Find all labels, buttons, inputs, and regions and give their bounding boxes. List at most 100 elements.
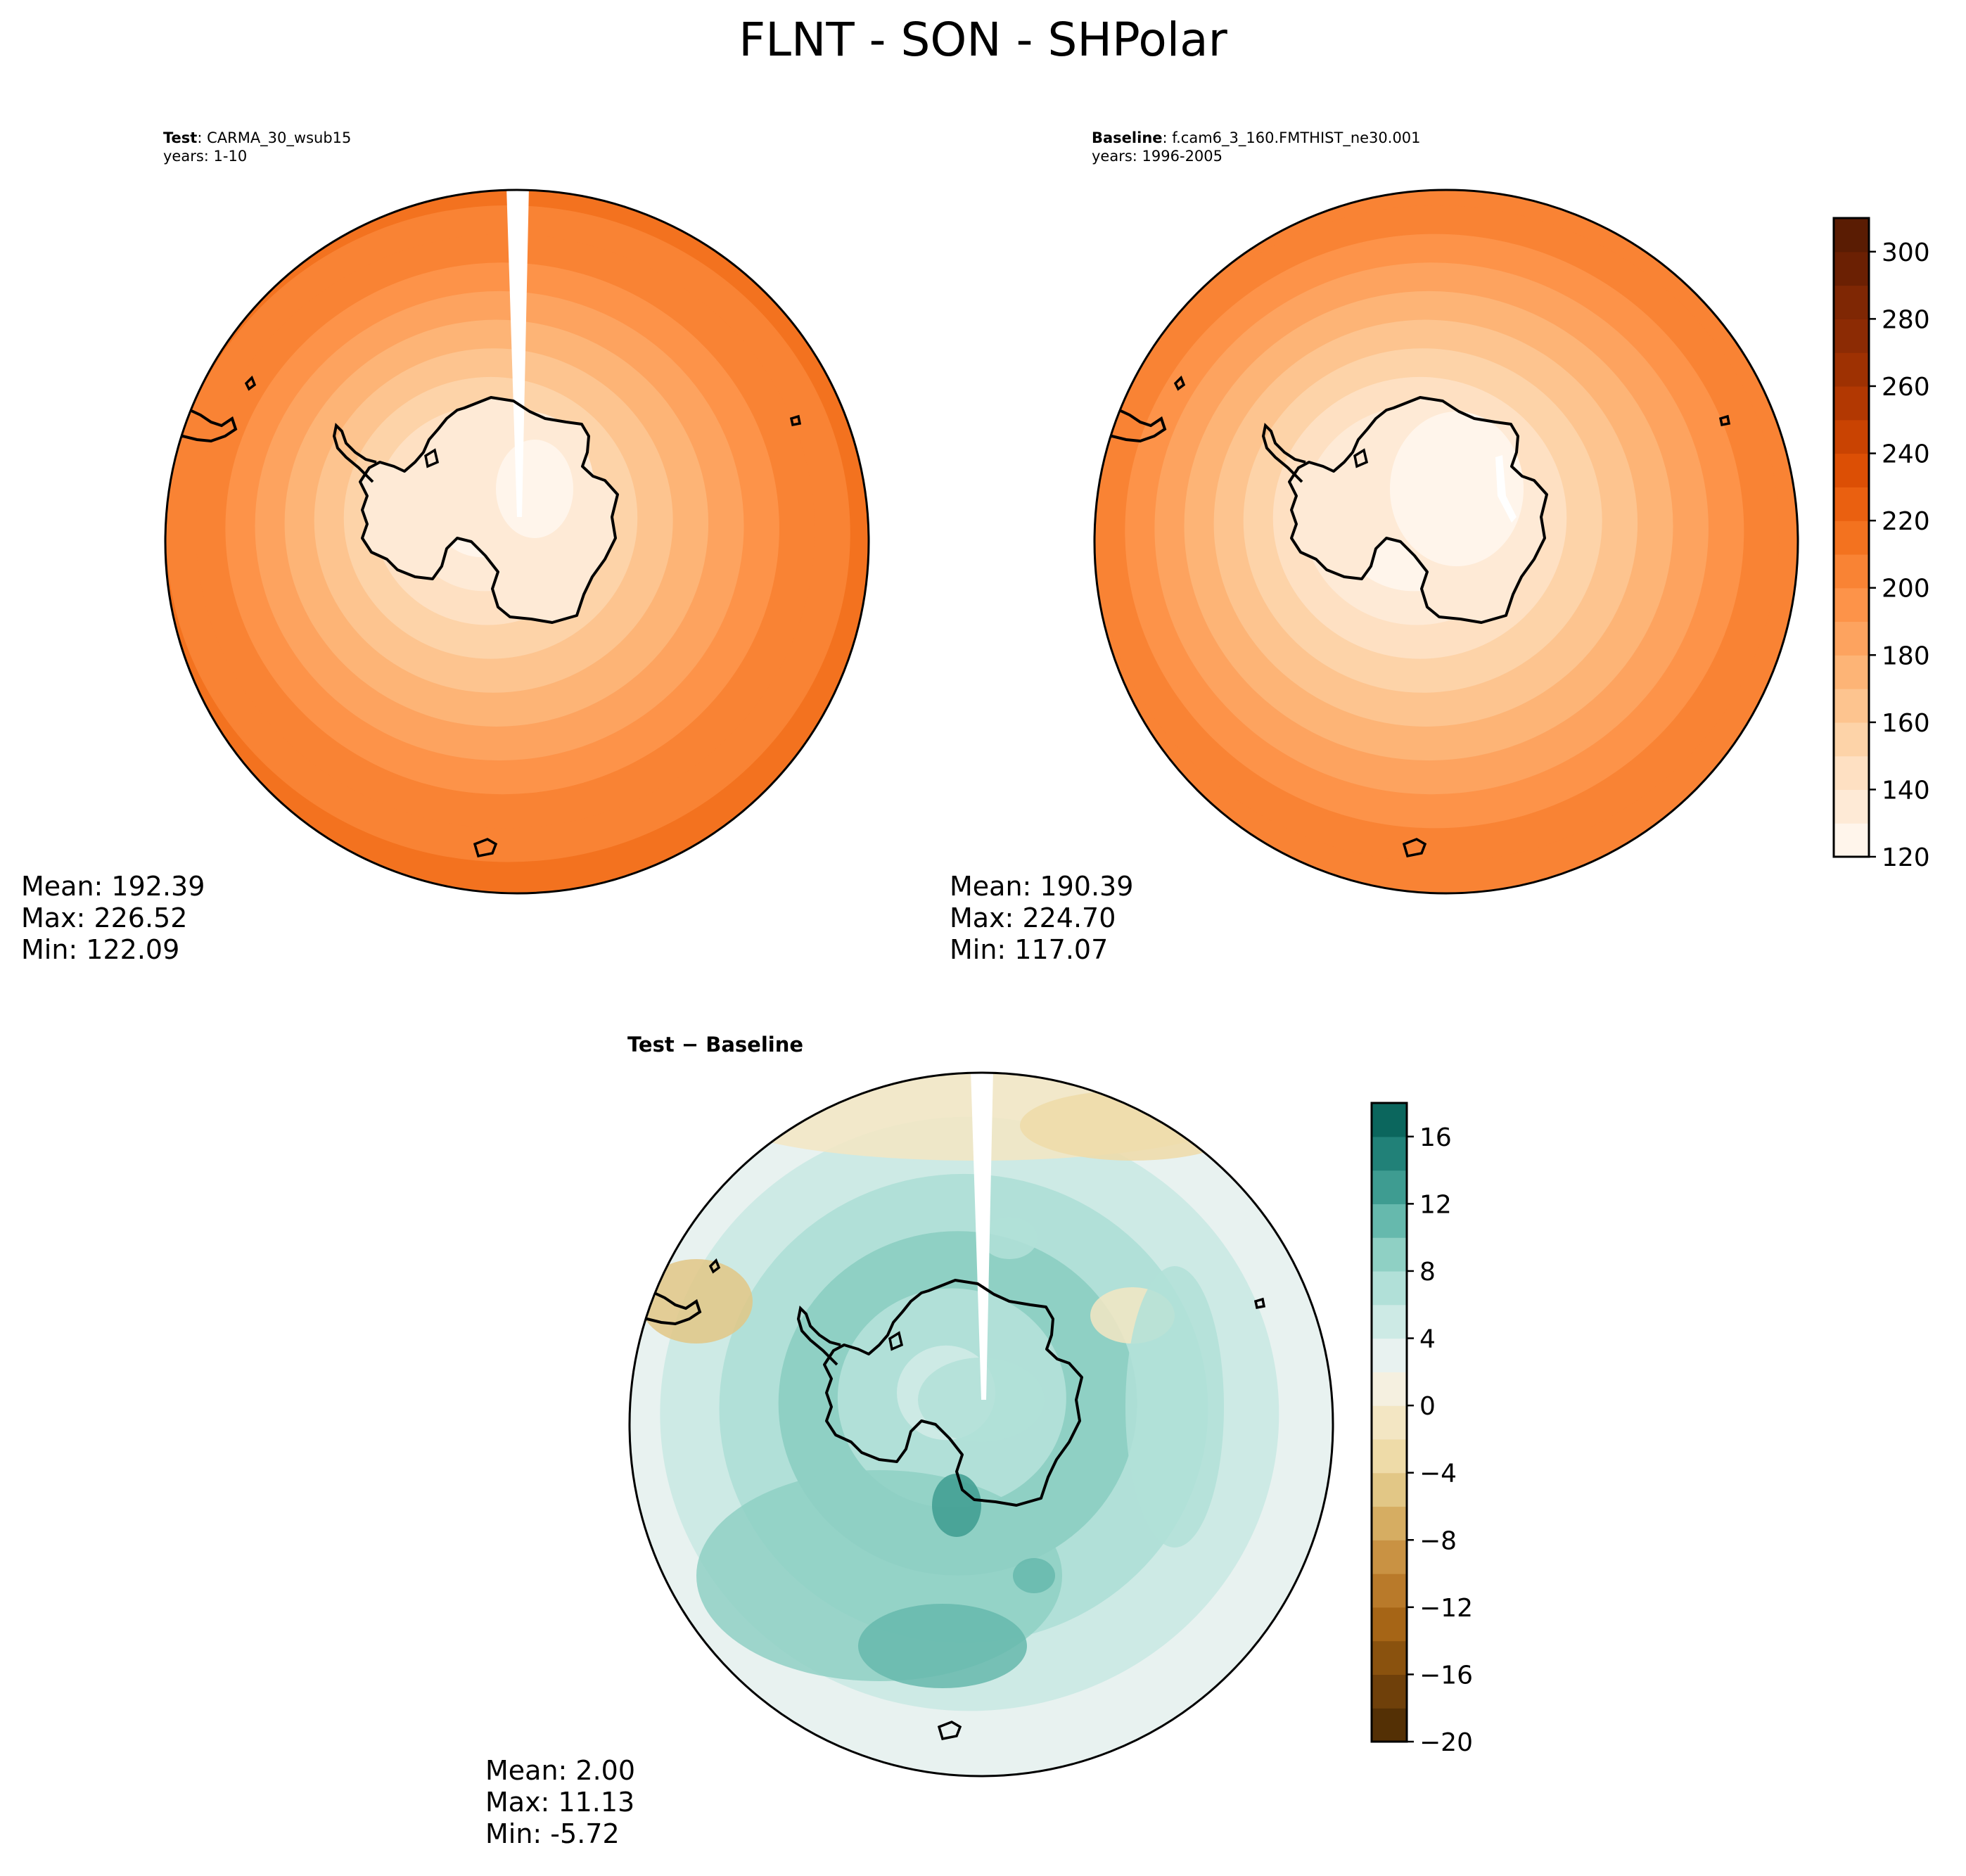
diff-missing-wedge — [971, 1073, 993, 1400]
colorbar-tick-label: 300 — [1882, 238, 1930, 267]
colorbar-bin — [1834, 755, 1869, 791]
colorbar-bin — [1372, 1103, 1407, 1137]
baseline-mean: Mean: 190.39 — [950, 871, 1134, 902]
test-panel-title: Test: CARMA_30_wsub15 years: 1-10 — [163, 129, 351, 165]
colorbar-bin — [1834, 587, 1869, 623]
colorbar-bin — [1372, 1204, 1407, 1238]
colorbar-bin — [1372, 1270, 1407, 1306]
baseline-title-bold: Baseline — [1092, 129, 1163, 146]
baseline-years: years: 1996-2005 — [1092, 148, 1223, 165]
colorbar-tick-label: −4 — [1419, 1460, 1457, 1488]
colorbar-tick-label: 260 — [1882, 373, 1930, 402]
diff-max: Max: 11.13 — [485, 1787, 635, 1818]
baseline-map-boundary — [1093, 189, 1799, 895]
colorbar-bin — [1372, 1674, 1407, 1709]
colorbar-bin — [1372, 1237, 1407, 1272]
test-title-case: : CARMA_30_wsub15 — [197, 129, 352, 146]
colorbar-bin — [1834, 251, 1869, 286]
test-mean: Mean: 192.39 — [21, 871, 205, 902]
colorbar-tick-label: 8 — [1419, 1258, 1436, 1287]
colorbar-bin — [1372, 1136, 1407, 1171]
test-south-america-coastline — [165, 408, 238, 445]
abs-colorbar: 120 140 160 180 200 220 240 260 280 300 — [1832, 217, 1930, 872]
diff-colorbar: −20 −16 −12 −8 −4 0 4 8 12 16 — [1370, 1102, 1473, 1757]
test-missing-wedge — [506, 190, 529, 517]
diff-anomaly-patch — [1125, 1266, 1224, 1548]
colorbar-bin — [1834, 285, 1869, 319]
colorbar-tick-label: −16 — [1419, 1661, 1473, 1690]
baseline-island-coastline — [1718, 414, 1731, 427]
diff-panel-title: Test − Baseline — [627, 1033, 804, 1057]
test-map-boundary — [164, 189, 870, 895]
diff-min: Min: -5.72 — [485, 1818, 620, 1849]
colorbar-bin — [1372, 1304, 1407, 1339]
baseline-panel-title: Baseline: f.cam6_3_160.FMTHIST_ne30.001 … — [1092, 129, 1421, 165]
colorbar-tick-label: −20 — [1419, 1728, 1473, 1757]
colorbar-tick-label: 160 — [1882, 709, 1930, 738]
test-island-coastline — [244, 375, 257, 391]
baseline-min: Min: 117.07 — [950, 934, 1109, 965]
baseline-island-coastline — [1173, 375, 1186, 391]
diff-anomaly-patch — [981, 1217, 1038, 1259]
diff-island-coastline — [937, 1721, 962, 1741]
baseline-south-america-coastline — [1094, 408, 1167, 445]
colorbar-bin — [1834, 621, 1869, 656]
baseline-title-case: : f.cam6_3_160.FMTHIST_ne30.001 — [1162, 129, 1421, 146]
diff-mean: Mean: 2.00 — [485, 1755, 636, 1786]
diff-anomaly-patch — [932, 1474, 981, 1537]
colorbar-bin — [1834, 655, 1869, 689]
test-years: years: 1-10 — [163, 148, 248, 165]
colorbar-bin — [1372, 1540, 1407, 1574]
test-island-coastline — [424, 448, 440, 468]
baseline-island-coastline — [1402, 838, 1427, 858]
diff-peninsula-coastline — [796, 1305, 841, 1366]
figure-title: FLNT - SON - SHPolar — [739, 13, 1227, 67]
baseline-gap-patch — [1495, 455, 1517, 523]
colorbar-tick-label: 240 — [1882, 440, 1930, 469]
colorbar-bin — [1834, 554, 1869, 589]
colorbar-bin — [1834, 419, 1869, 454]
colorbar-bin — [1372, 1640, 1407, 1676]
colorbar-tick-label: 16 — [1419, 1123, 1452, 1152]
diff-map — [628, 1071, 1334, 1778]
colorbar-tick-label: 12 — [1419, 1190, 1452, 1219]
test-antarctica-coastline — [359, 396, 619, 624]
colorbar-tick-label: 280 — [1882, 305, 1930, 334]
colorbar-bin — [1372, 1338, 1407, 1372]
test-min: Min: 122.09 — [21, 934, 180, 965]
colorbar-tick-label: 0 — [1419, 1392, 1436, 1421]
colorbar-tick-label: 120 — [1882, 843, 1930, 872]
test-island-coastline — [789, 414, 802, 427]
baseline-peninsula-coastline — [1261, 422, 1306, 483]
colorbar-bin — [1372, 1506, 1407, 1540]
colorbar-tick-label: 200 — [1882, 575, 1930, 604]
diff-stats: Mean: 2.00 Max: 11.13 Min: -5.72 — [485, 1755, 635, 1850]
colorbar-bin — [1834, 218, 1869, 253]
colorbar-bin — [1372, 1170, 1407, 1204]
colorbar-tick-label: −8 — [1419, 1526, 1457, 1555]
colorbar-bin — [1834, 789, 1869, 824]
colorbar-bin — [1372, 1438, 1407, 1474]
colorbar-bin — [1834, 689, 1869, 723]
colorbar-tick-label: 140 — [1882, 776, 1930, 805]
colorbar-bin — [1834, 385, 1869, 421]
colorbar-bin — [1372, 1372, 1407, 1406]
colorbar-tick-label: −12 — [1419, 1594, 1473, 1623]
colorbar-frame — [1832, 217, 1870, 858]
baseline-stats: Mean: 190.39 Max: 224.70 Min: 117.07 — [950, 871, 1133, 966]
baseline-max: Max: 224.70 — [950, 902, 1116, 933]
diff-island-coastline — [708, 1258, 721, 1274]
baseline-island-coastline — [1353, 448, 1369, 468]
colorbar-bin — [1372, 1405, 1407, 1440]
diff-map-boundary — [628, 1071, 1334, 1778]
colorbar-bin — [1372, 1708, 1407, 1742]
test-island-coastline — [473, 838, 498, 858]
test-max: Max: 226.52 — [21, 902, 188, 933]
test-map — [164, 189, 870, 895]
baseline-antarctica-coastline — [1288, 396, 1548, 624]
colorbar-tick-label: 220 — [1882, 507, 1930, 536]
colorbar-bin — [1834, 823, 1869, 857]
diff-anomaly-patch — [1013, 1558, 1055, 1593]
diff-anomaly-patch — [1020, 1090, 1245, 1161]
colorbar-tick-label: 4 — [1419, 1325, 1436, 1354]
